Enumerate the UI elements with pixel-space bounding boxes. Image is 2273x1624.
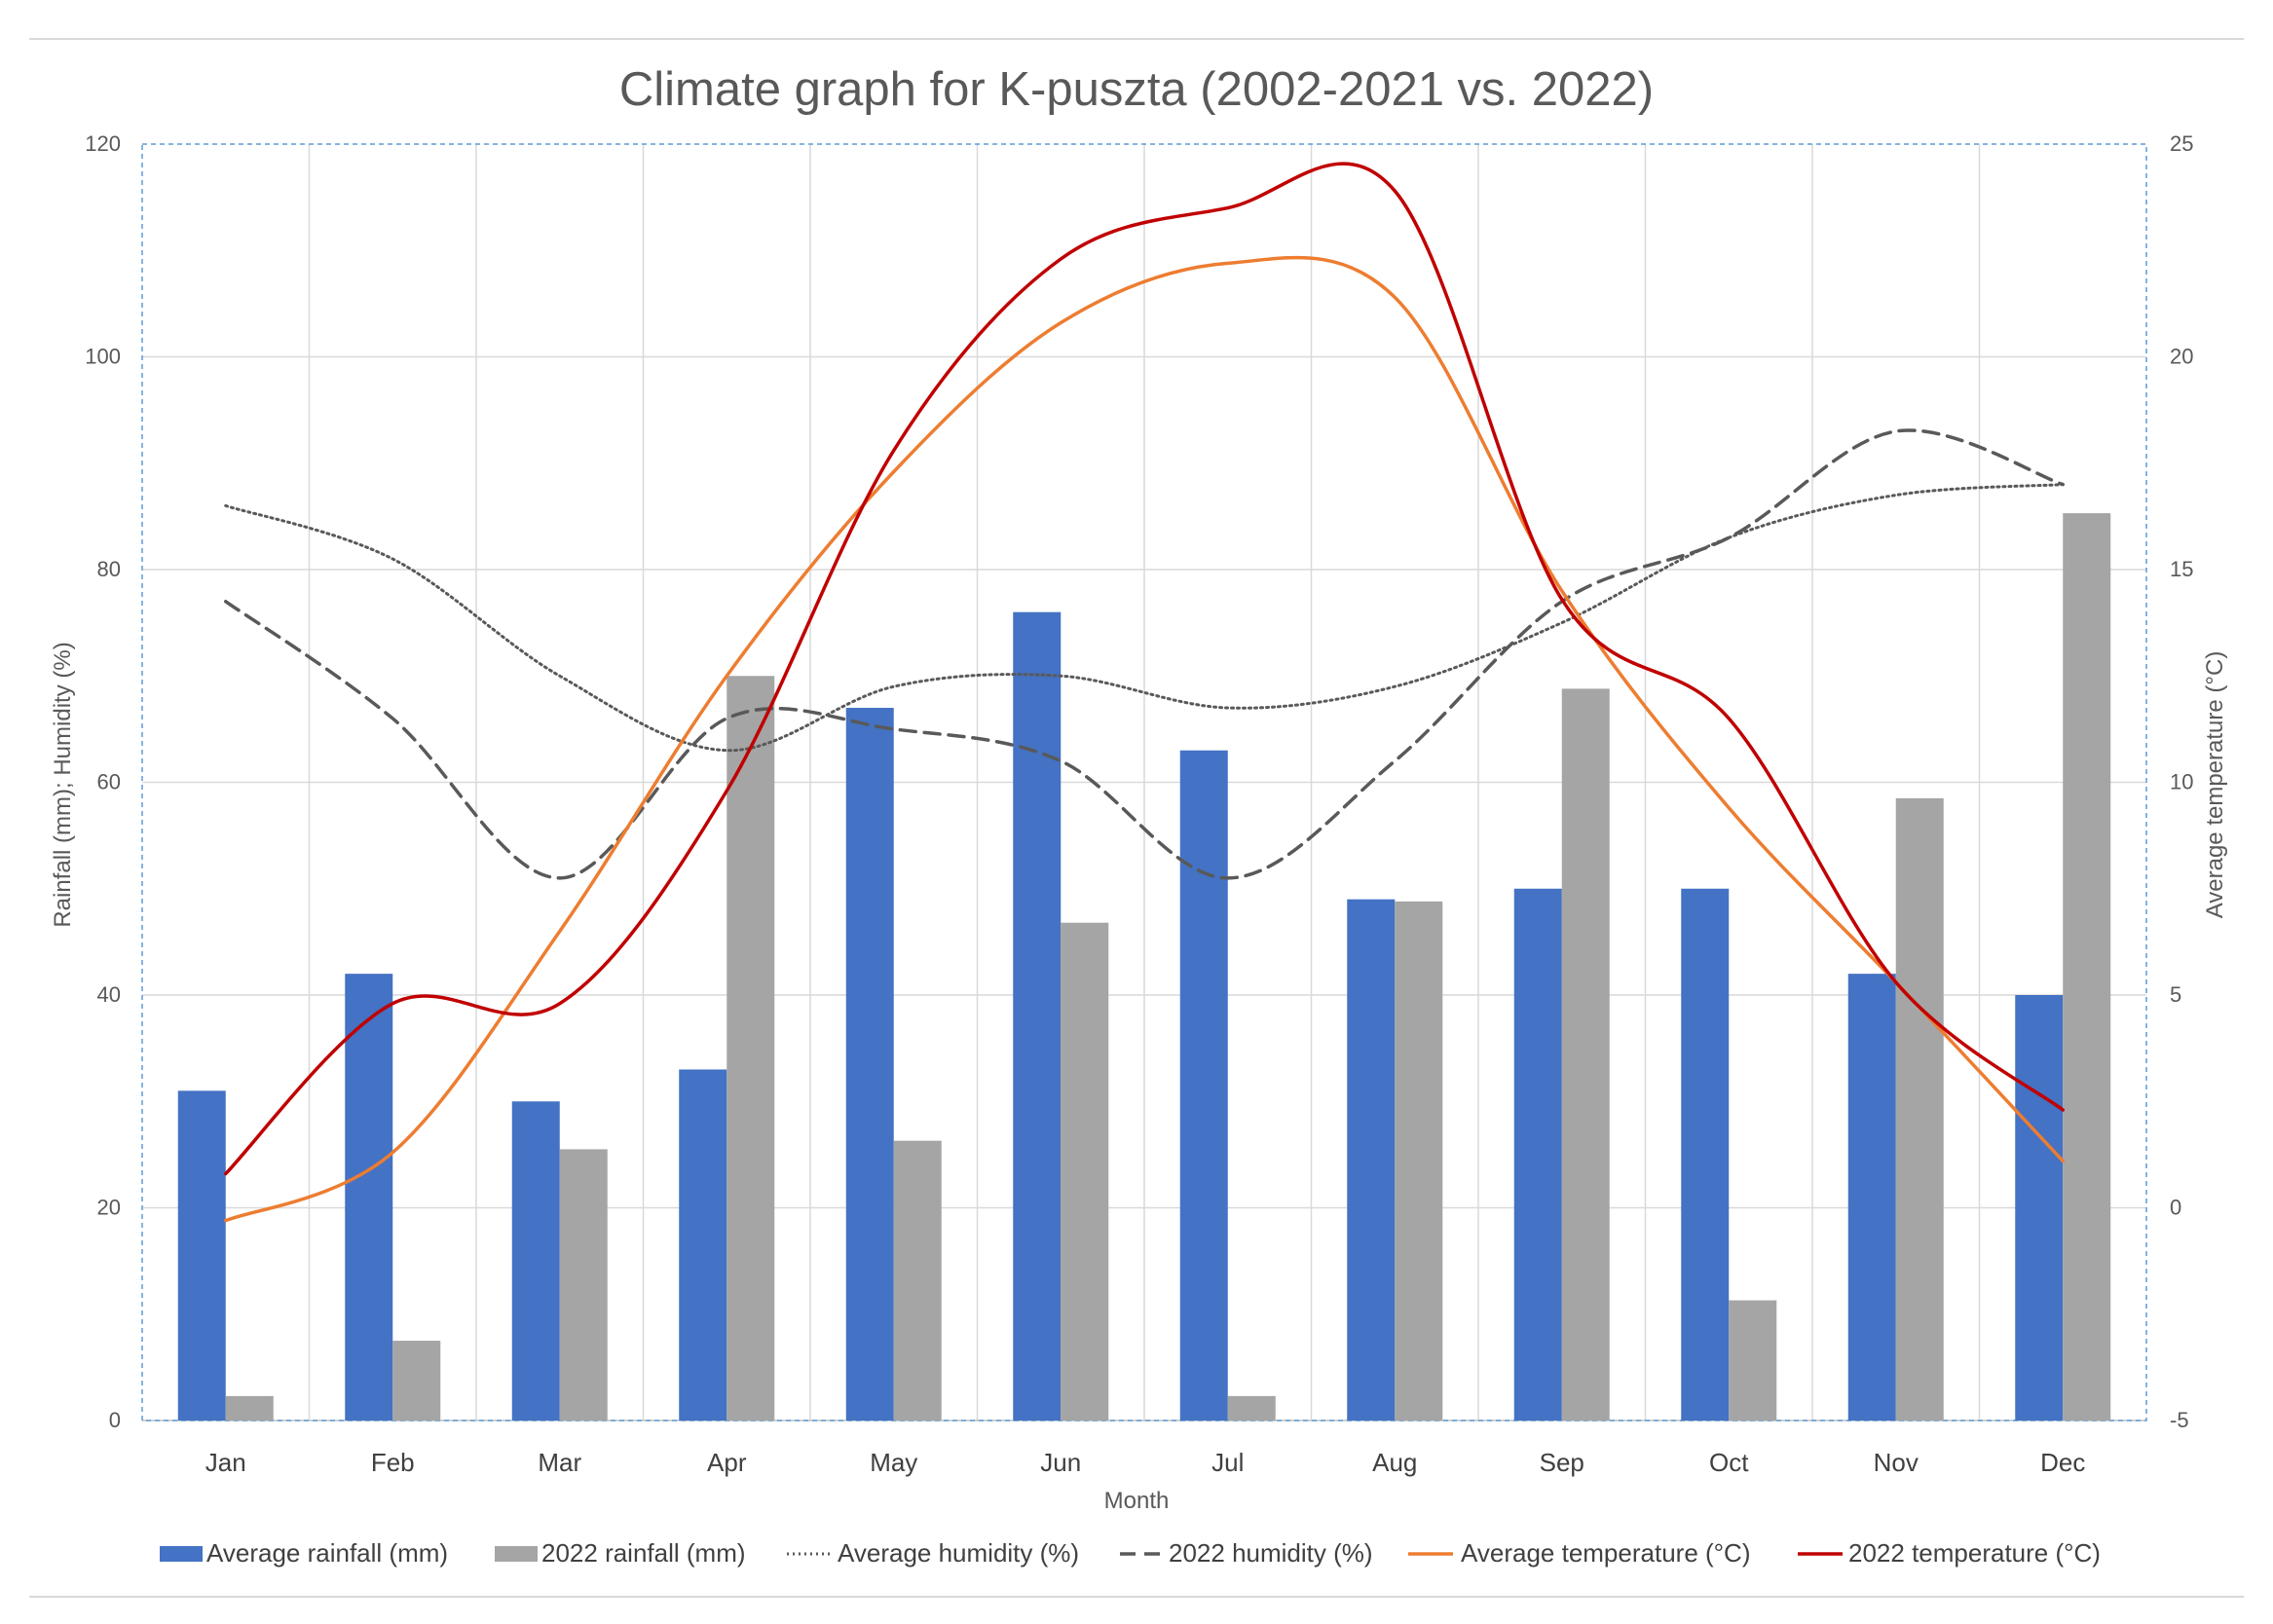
x-axis-title: Month [1104, 1488, 1170, 1514]
bar-2022-rainfall-nov [1895, 797, 1944, 1421]
bar-average-rainfall-feb [345, 974, 393, 1421]
line-2022-humidity [224, 428, 2065, 880]
y-axis-right: -5 0 5 10 15 20 25 [2170, 131, 2193, 1432]
bar-average-rainfall-dec [2015, 995, 2064, 1421]
y2-tick-label: 0 [2170, 1196, 2181, 1220]
chart-title: Climate graph for K-puszta (2002-2021 vs… [619, 63, 1654, 116]
bar-2022-rainfall-aug [1395, 901, 1443, 1421]
y-axis-title: Rainfall (mm); Humidity (%) [50, 642, 76, 927]
bar-average-rainfall-oct [1681, 888, 1730, 1421]
bar-average-rainfall-jul [1179, 750, 1228, 1421]
line-2022-temperature-c [224, 162, 2065, 1176]
bar-average-rainfall-jan [177, 1090, 226, 1421]
x-tick-label-may: May [870, 1448, 917, 1477]
x-tick-label-apr: Apr [707, 1448, 747, 1477]
bar-2022-rainfall-sep [1561, 688, 1610, 1421]
bar-average-rainfall-sep [1513, 888, 1562, 1421]
y2-tick-label: 20 [2170, 345, 2193, 369]
x-tick-label-dec: Dec [2040, 1448, 2085, 1477]
x-tick-label-aug: Aug [1372, 1448, 1417, 1477]
line-average-temperature-c [224, 255, 2065, 1223]
x-tick-label-mar: Mar [538, 1448, 581, 1477]
y-tick-label: 120 [85, 131, 121, 156]
bar-2022-rainfall-may [893, 1140, 942, 1421]
bars [177, 513, 2111, 1421]
legend: Average rainfall (mm) 2022 rainfall (mm) A… [160, 1538, 2101, 1568]
legend-label-2022-humidity: 2022 humidity (%) [1169, 1538, 1373, 1568]
bar-average-rainfall-nov [1847, 974, 1896, 1421]
legend-swatch-average-rainfall-mm [160, 1546, 203, 1562]
legend-label-average-temperature-c: Average temperature (°C) [1461, 1538, 1751, 1568]
legend-label-2022-rainfall-mm: 2022 rainfall (mm) [541, 1538, 746, 1568]
bar-2022-rainfall-apr [727, 676, 775, 1421]
legend-swatch-2022-rainfall-mm [495, 1546, 538, 1562]
bar-2022-rainfall-mar [559, 1149, 608, 1421]
x-tick-label-sep: Sep [1540, 1448, 1584, 1477]
legend-label-2022-temperature-c: 2022 temperature (°C) [1848, 1538, 2101, 1568]
y2-tick-label: -5 [2170, 1408, 2189, 1432]
y2-tick-label: 5 [2170, 982, 2181, 1007]
y-tick-label: 40 [97, 982, 121, 1007]
bar-average-rainfall-apr [679, 1069, 727, 1421]
bar-2022-rainfall-jun [1061, 922, 1109, 1421]
line-average-humidity [224, 483, 2065, 753]
legend-label-average-rainfall-mm: Average rainfall (mm) [206, 1538, 448, 1568]
bar-2022-rainfall-jan [225, 1395, 274, 1421]
x-tick-label-jan: Jan [205, 1448, 246, 1477]
bar-2022-rainfall-jul [1227, 1395, 1276, 1421]
series-lines [224, 162, 2065, 1223]
x-tick-label-feb: Feb [371, 1448, 415, 1477]
y2-tick-label: 25 [2170, 131, 2193, 156]
y-axis-left: 0 20 40 60 80 100 120 [85, 131, 121, 1432]
y2-tick-label: 15 [2170, 557, 2193, 581]
bar-2022-rainfall-oct [1729, 1300, 1777, 1421]
bar-average-rainfall-may [845, 708, 894, 1421]
x-axis: Jan Feb Mar Apr May Jun Jul Aug Sep Oct Nov Dec [205, 1448, 2086, 1477]
bar-2022-rainfall-feb [392, 1341, 441, 1421]
y2-tick-label: 10 [2170, 770, 2193, 794]
bar-average-rainfall-aug [1347, 899, 1396, 1421]
gridlines [142, 144, 2146, 1421]
x-tick-label-nov: Nov [1874, 1448, 1919, 1477]
y-tick-label: 100 [85, 345, 121, 369]
y-tick-label: 80 [97, 557, 121, 581]
bar-average-rainfall-mar [511, 1101, 560, 1421]
x-tick-label-oct: Oct [1709, 1448, 1749, 1477]
x-tick-label-jul: Jul [1211, 1448, 1244, 1477]
y-tick-label: 20 [97, 1196, 121, 1220]
x-tick-label-jun: Jun [1040, 1448, 1081, 1477]
legend-label-average-humidity: Average humidity (%) [838, 1538, 1079, 1568]
plot-area-outline [141, 143, 2147, 1421]
y2-axis-title: Average temperature (°C) [2202, 651, 2228, 919]
bar-average-rainfall-jun [1013, 611, 1062, 1421]
bar-2022-rainfall-dec [2063, 513, 2111, 1421]
y-tick-label: 0 [109, 1408, 121, 1432]
y-tick-label: 60 [97, 770, 121, 794]
